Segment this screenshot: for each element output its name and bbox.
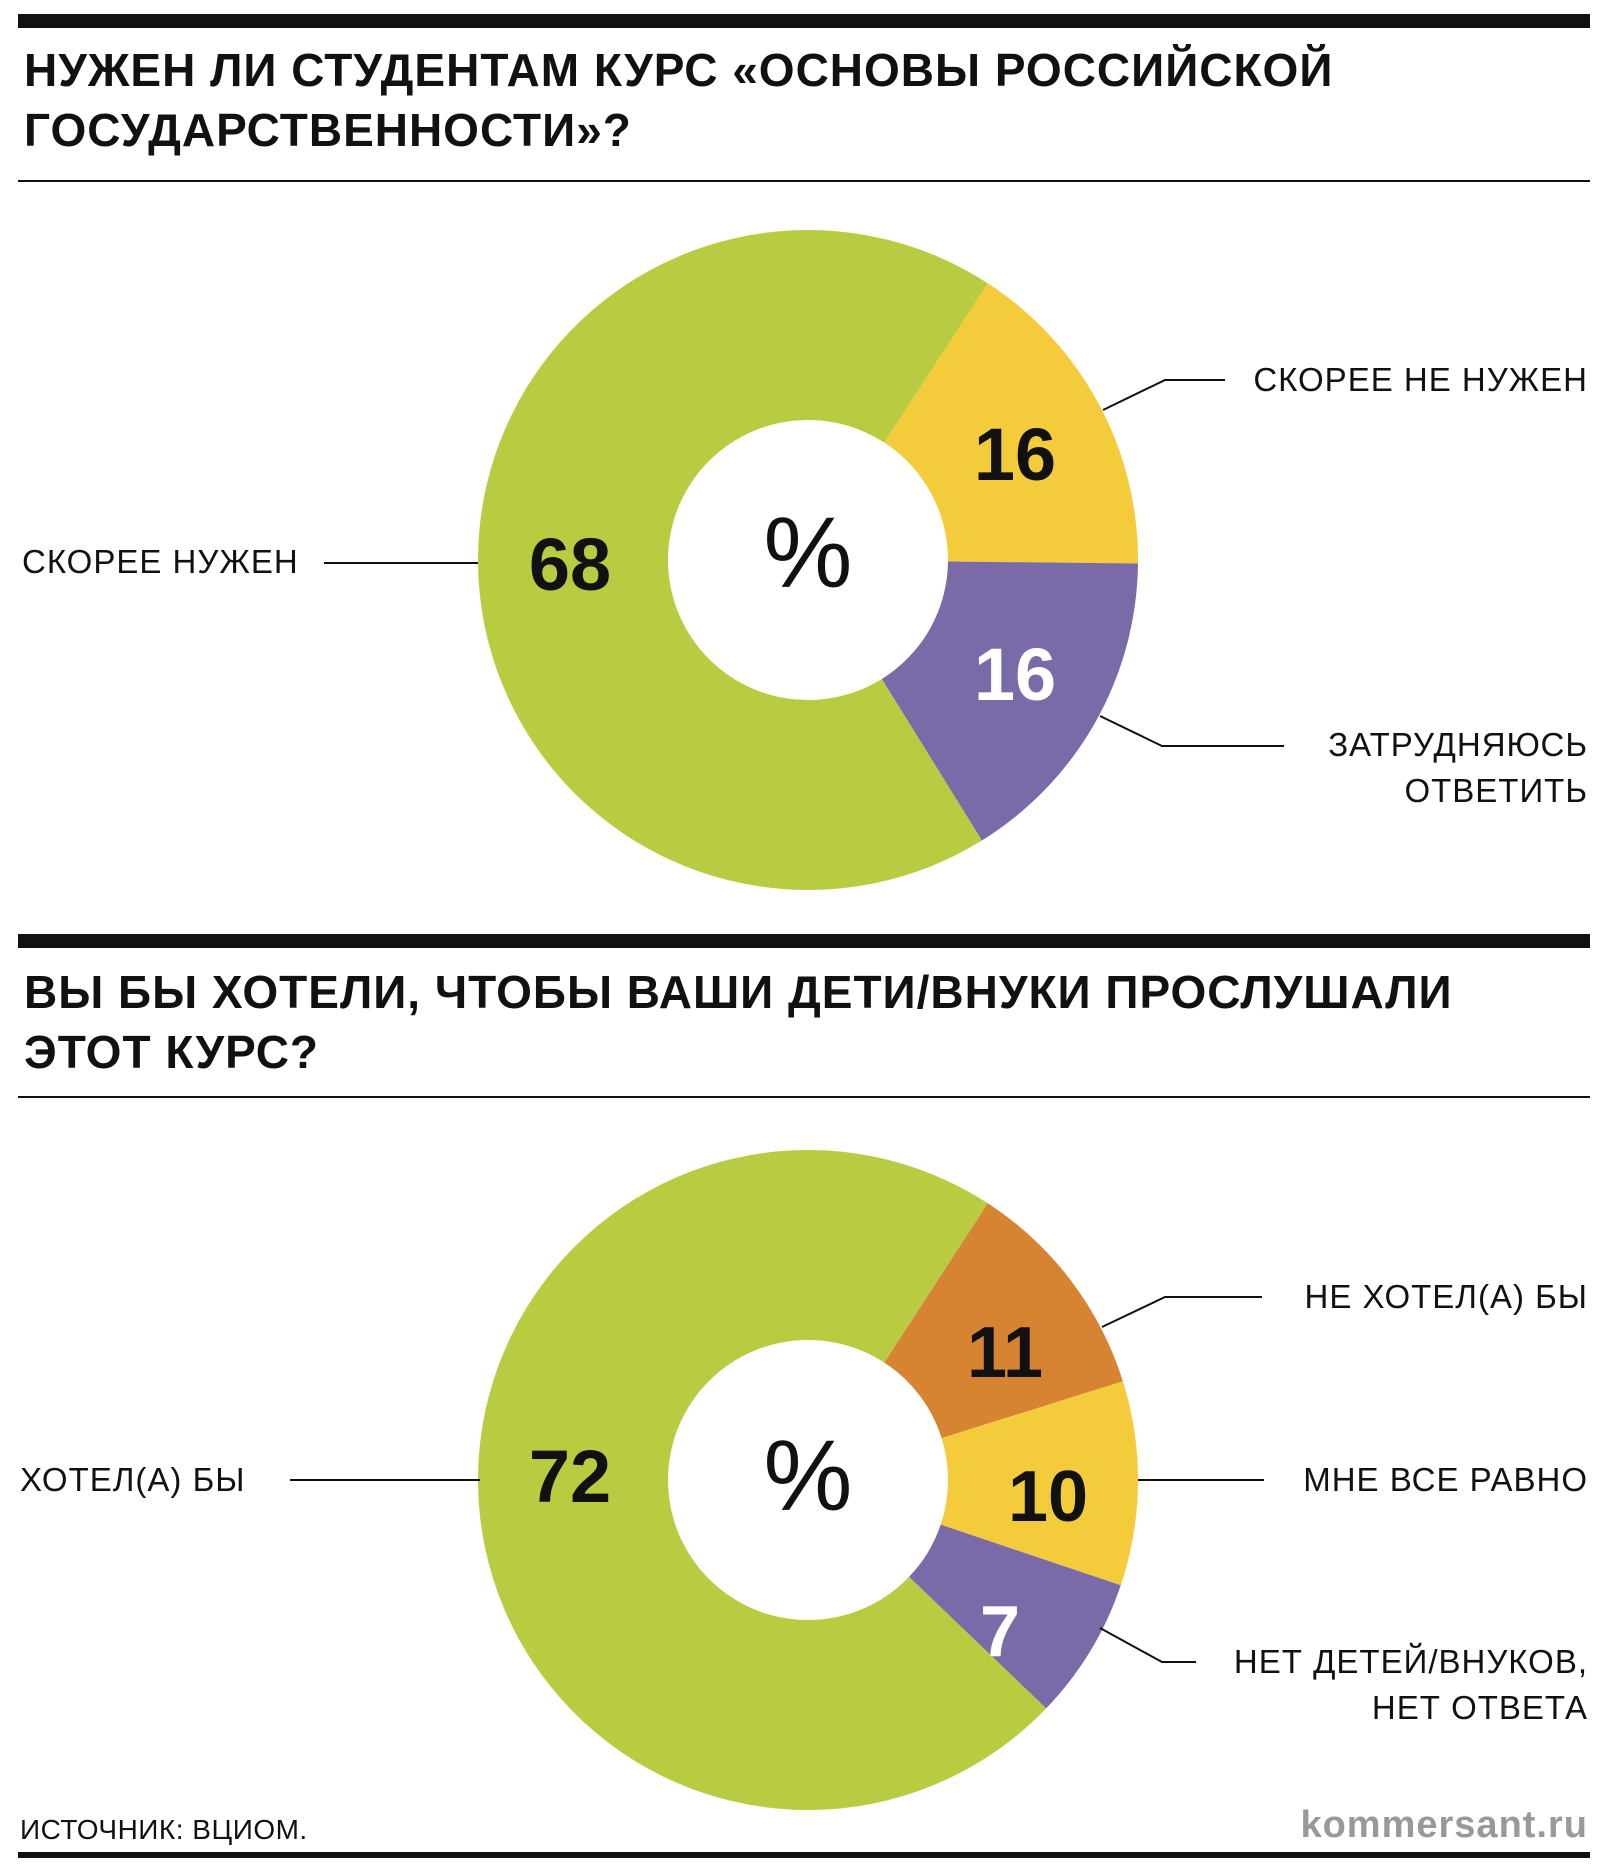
donut-slice-затрудняюсь-ответить xyxy=(881,561,1138,841)
chart-1-leader-skoree-ne-nuzhen xyxy=(1102,379,1225,411)
donut-slice-хотел-а-бы xyxy=(477,1150,1047,1810)
brand-link[interactable]: kommersant.ru xyxy=(1300,1804,1588,1846)
bottom-rule xyxy=(18,1852,1590,1858)
chart-1-title: НУЖЕН ЛИ СТУДЕНТАМ КУРС «ОСНОВЫ РОССИЙСК… xyxy=(24,44,1334,156)
donut-slice-не-хотел-а-бы xyxy=(884,1203,1123,1439)
chart-2-leader-net-detey xyxy=(1099,1627,1196,1663)
label-line: НЕТ ОТВЕТА xyxy=(1372,1689,1588,1726)
donut-slice-нет-детей-внуков-нет-ответа xyxy=(909,1524,1121,1709)
chart-2-label-mne-vse-ravno: МНЕ ВСЕ РАВНО xyxy=(1303,1461,1588,1498)
chart-2-value-hotel-by: 72 xyxy=(529,1435,611,1518)
section-2-thick-rule xyxy=(18,934,1590,948)
chart-2-label-net-detey: НЕТ ДЕТЕЙ/ВНУКОВ, НЕТ ОТВЕТА xyxy=(1234,1643,1588,1726)
chart-2-label-ne-hotel-by: НЕ ХОТЕЛ(А) БЫ xyxy=(1305,1278,1588,1315)
donut-slice-скорее-не-нужен xyxy=(884,283,1138,564)
top-thick-rule xyxy=(18,14,1590,28)
chart-1-value-zatrudnyayus: 16 xyxy=(974,633,1056,716)
chart-2-leader-ne-hotel-by xyxy=(1101,1296,1262,1328)
label-line: НЕТ ДЕТЕЙ/ВНУКОВ, xyxy=(1234,1643,1588,1680)
chart-1-center-unit: % xyxy=(764,497,853,609)
chart-1-label-zatrudnyayus: ЗАТРУДНЯЮСЬ ОТВЕТИТЬ xyxy=(1328,726,1588,809)
donut-slice-скорее-нужен xyxy=(477,229,988,890)
chart-1-leader-zatrudnyayus xyxy=(1099,715,1284,747)
chart-1-value-skoree-ne-nuzhen: 16 xyxy=(974,413,1056,496)
chart-2-value-net-detey: 7 xyxy=(980,1592,1020,1672)
label-line: ОТВЕТИТЬ xyxy=(1404,772,1588,809)
chart-1-label-skoree-nuzhen: СКОРЕЕ НУЖЕН xyxy=(22,543,299,580)
donut-slice-мне-все-равно xyxy=(940,1381,1138,1586)
label-line: ЗАТРУДНЯЮСЬ xyxy=(1328,726,1588,763)
chart-2-center-unit: % xyxy=(764,1420,853,1532)
chart-2-label-hotel-by: ХОТЕЛ(А) БЫ xyxy=(20,1461,245,1498)
chart-2-title-rule xyxy=(18,1096,1590,1098)
chart-2-value-mne-vse-ravno: 10 xyxy=(1008,1457,1088,1537)
chart-1-donut: % 68 16 16 СКОРЕЕ НУЖЕН СКОРЕЕ НЕ НУЖЕН … xyxy=(22,229,1588,890)
source-note: ИСТОЧНИК: ВЦИОМ. xyxy=(20,1814,308,1845)
chart-1-value-skoree-nuzhen: 68 xyxy=(529,523,611,606)
chart-1-title-rule xyxy=(18,180,1590,182)
chart-2-title: ВЫ БЫ ХОТЕЛИ, ЧТОБЫ ВАШИ ДЕТИ/ВНУКИ ПРОС… xyxy=(24,966,1453,1078)
chart-2-value-ne-hotel-by: 11 xyxy=(967,1313,1043,1393)
chart-1-label-skoree-ne-nuzhen: СКОРЕЕ НЕ НУЖЕН xyxy=(1253,361,1588,398)
